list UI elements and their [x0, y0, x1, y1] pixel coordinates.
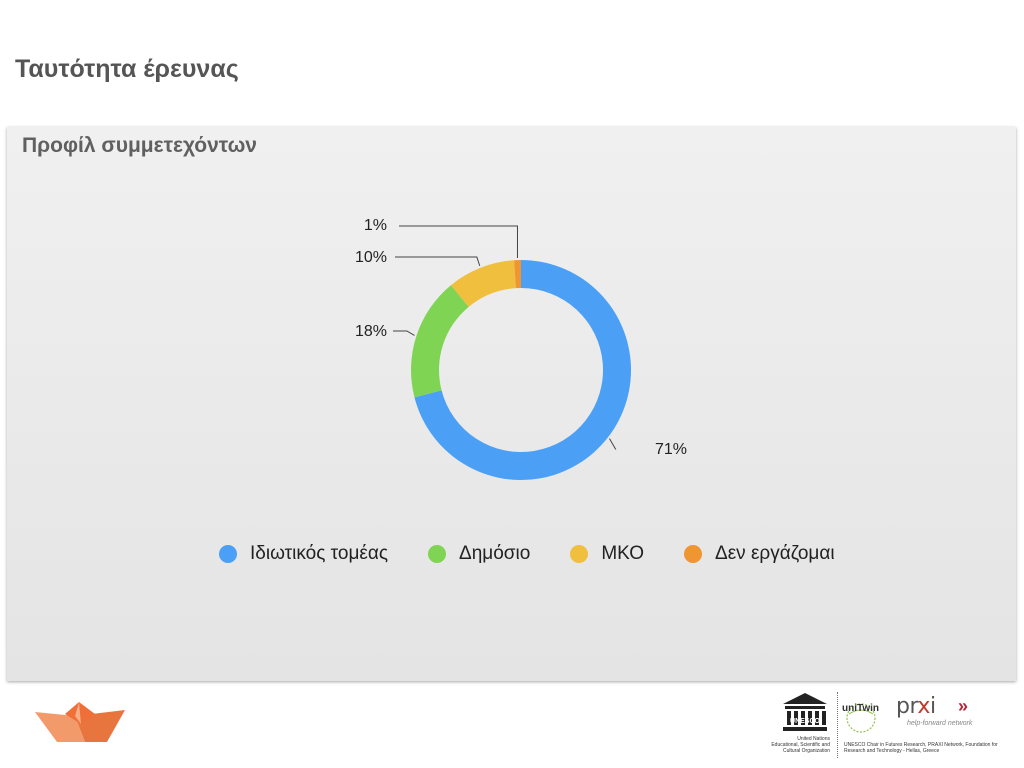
legend-swatch-3 — [684, 545, 703, 563]
data-label-0: 71% — [655, 441, 687, 458]
praxi-logo: prxi — [896, 694, 936, 719]
chart-legend: Ιδιωτικός τομέας Δημόσιο ΜΚΟ Δεν εργάζομαι — [219, 543, 875, 565]
paper-boat-icon — [35, 702, 125, 742]
unitwin-logo-text: uniTwin — [842, 703, 880, 714]
chart-title: Προφίλ συμμετεχόντων — [22, 134, 257, 157]
praxi-tagline: help-forward network — [907, 720, 973, 727]
legend-swatch-2 — [570, 545, 589, 563]
unesco-emblem-text: UNESCO — [790, 718, 821, 725]
legend-label-0: Ιδιωτικός τομέας — [250, 543, 389, 564]
donut-slice-2 — [450, 260, 516, 307]
data-label-3: 1% — [364, 217, 387, 234]
unesco-temple-icon: UNESCO — [783, 693, 827, 731]
legend-item-2: ΜΚΟ — [570, 543, 644, 565]
legend-label-2: ΜΚΟ — [601, 543, 645, 564]
praxi-chevron-icon: » — [958, 696, 969, 716]
unesco-chair-text: UNESCO Chair in Futures Research, PRAXI … — [844, 742, 998, 754]
data-label-1: 18% — [355, 323, 387, 340]
leader-line-3 — [399, 225, 518, 259]
legend-swatch-0 — [219, 545, 237, 563]
leader-line-0 — [609, 438, 617, 450]
unesco-logo: UNESCO United Nations Educational, Scien… — [760, 688, 830, 762]
data-label-2: 10% — [355, 249, 387, 266]
donut-slice-1 — [410, 285, 469, 398]
legend-item-1: Δημόσιο — [428, 543, 530, 565]
legend-swatch-1 — [428, 545, 447, 563]
legend-label-3: Δεν εργάζομαι — [715, 543, 835, 564]
footer-logos: UNESCO United Nations Educational, Scien… — [760, 688, 1016, 762]
chart-panel: Προφίλ συμμετεχόντων 71% 18% 10% 1% Ιδιωτικ… — [7, 127, 1016, 681]
leader-line-1 — [393, 330, 415, 336]
donut-chart: 71% 18% 10% 1% — [355, 217, 687, 480]
legend-item-3: Δεν εργάζομαι — [684, 543, 835, 565]
legend-label-1: Δημόσιο — [459, 543, 531, 564]
slide-title: Ταυτότητα έρευνας — [15, 55, 239, 83]
unitwin-globe-icon — [846, 703, 876, 733]
unesco-name: United Nations Educational, Scientific a… — [771, 736, 830, 754]
legend-item-0: Ιδιωτικός τομέας — [219, 543, 388, 565]
leader-line-2 — [395, 256, 481, 267]
logo-separator — [837, 692, 838, 758]
donut-slice-3 — [514, 260, 521, 289]
